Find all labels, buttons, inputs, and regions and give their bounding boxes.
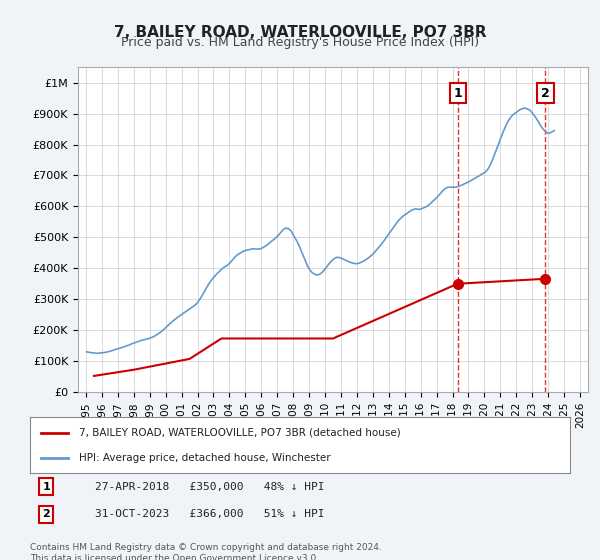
Text: HPI: Average price, detached house, Winchester: HPI: Average price, detached house, Winc…: [79, 452, 330, 463]
Text: Price paid vs. HM Land Registry's House Price Index (HPI): Price paid vs. HM Land Registry's House …: [121, 36, 479, 49]
Text: 7, BAILEY ROAD, WATERLOOVILLE, PO7 3BR: 7, BAILEY ROAD, WATERLOOVILLE, PO7 3BR: [113, 25, 487, 40]
Text: Contains HM Land Registry data © Crown copyright and database right 2024.
This d: Contains HM Land Registry data © Crown c…: [30, 543, 382, 560]
Text: 1: 1: [453, 87, 462, 100]
Text: 31-OCT-2023   £366,000   51% ↓ HPI: 31-OCT-2023 £366,000 51% ↓ HPI: [95, 510, 325, 520]
Text: 27-APR-2018   £350,000   48% ↓ HPI: 27-APR-2018 £350,000 48% ↓ HPI: [95, 482, 325, 492]
Text: 2: 2: [541, 87, 550, 100]
Text: 1: 1: [43, 482, 50, 492]
Text: 7, BAILEY ROAD, WATERLOOVILLE, PO7 3BR (detached house): 7, BAILEY ROAD, WATERLOOVILLE, PO7 3BR (…: [79, 428, 400, 438]
Text: 2: 2: [43, 510, 50, 520]
